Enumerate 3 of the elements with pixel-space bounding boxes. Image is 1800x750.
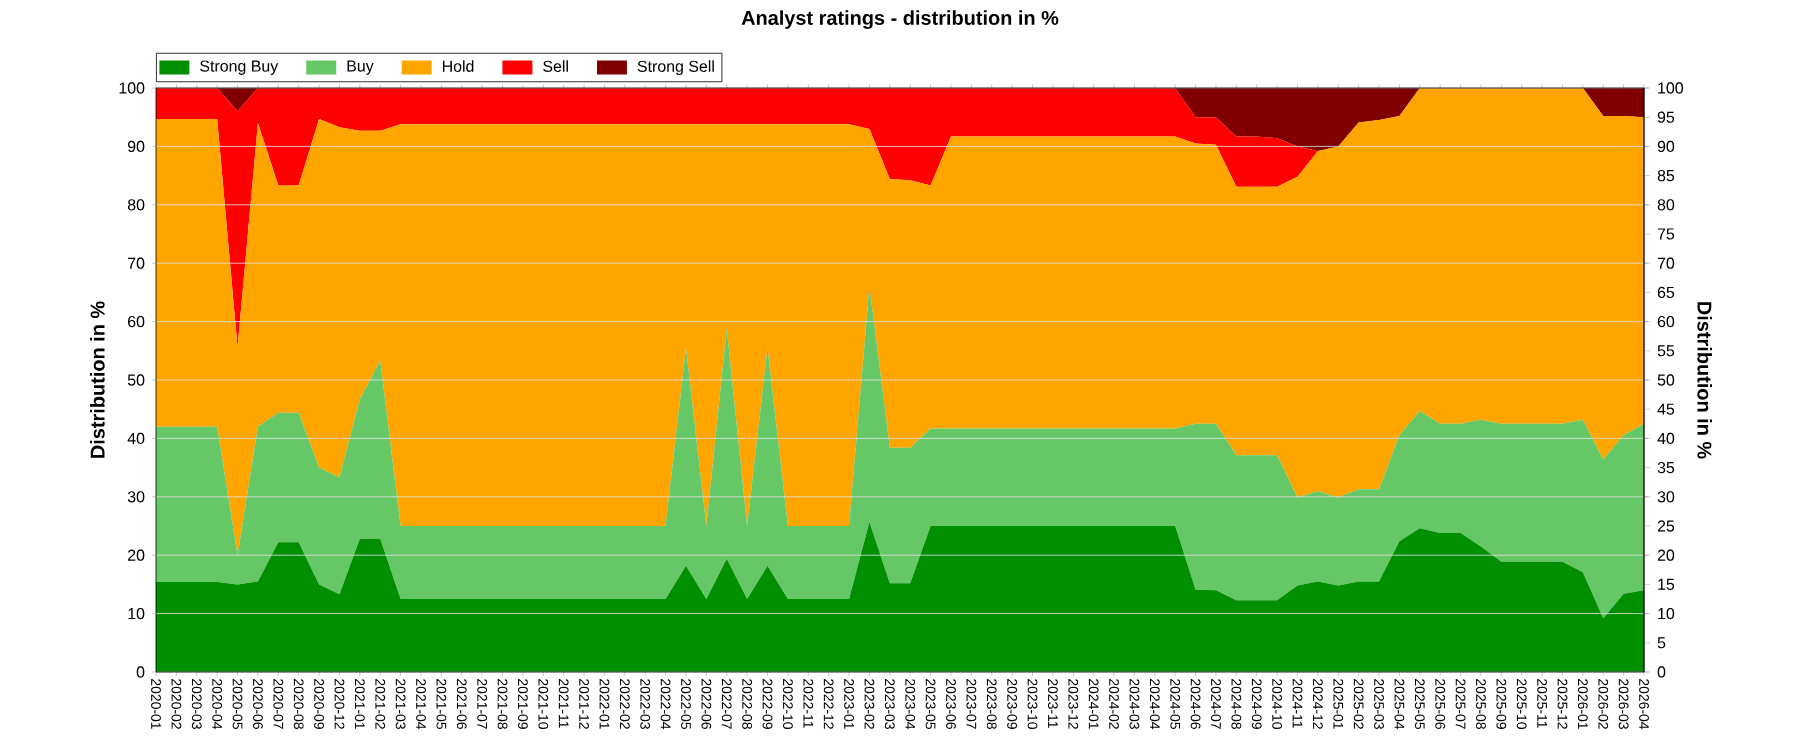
- chart-title: Analyst ratings - distribution in %: [741, 10, 1059, 29]
- y2-axis-title: Distribution in %: [1697, 302, 1712, 459]
- y-axis-title: Distribution in %: [90, 301, 105, 458]
